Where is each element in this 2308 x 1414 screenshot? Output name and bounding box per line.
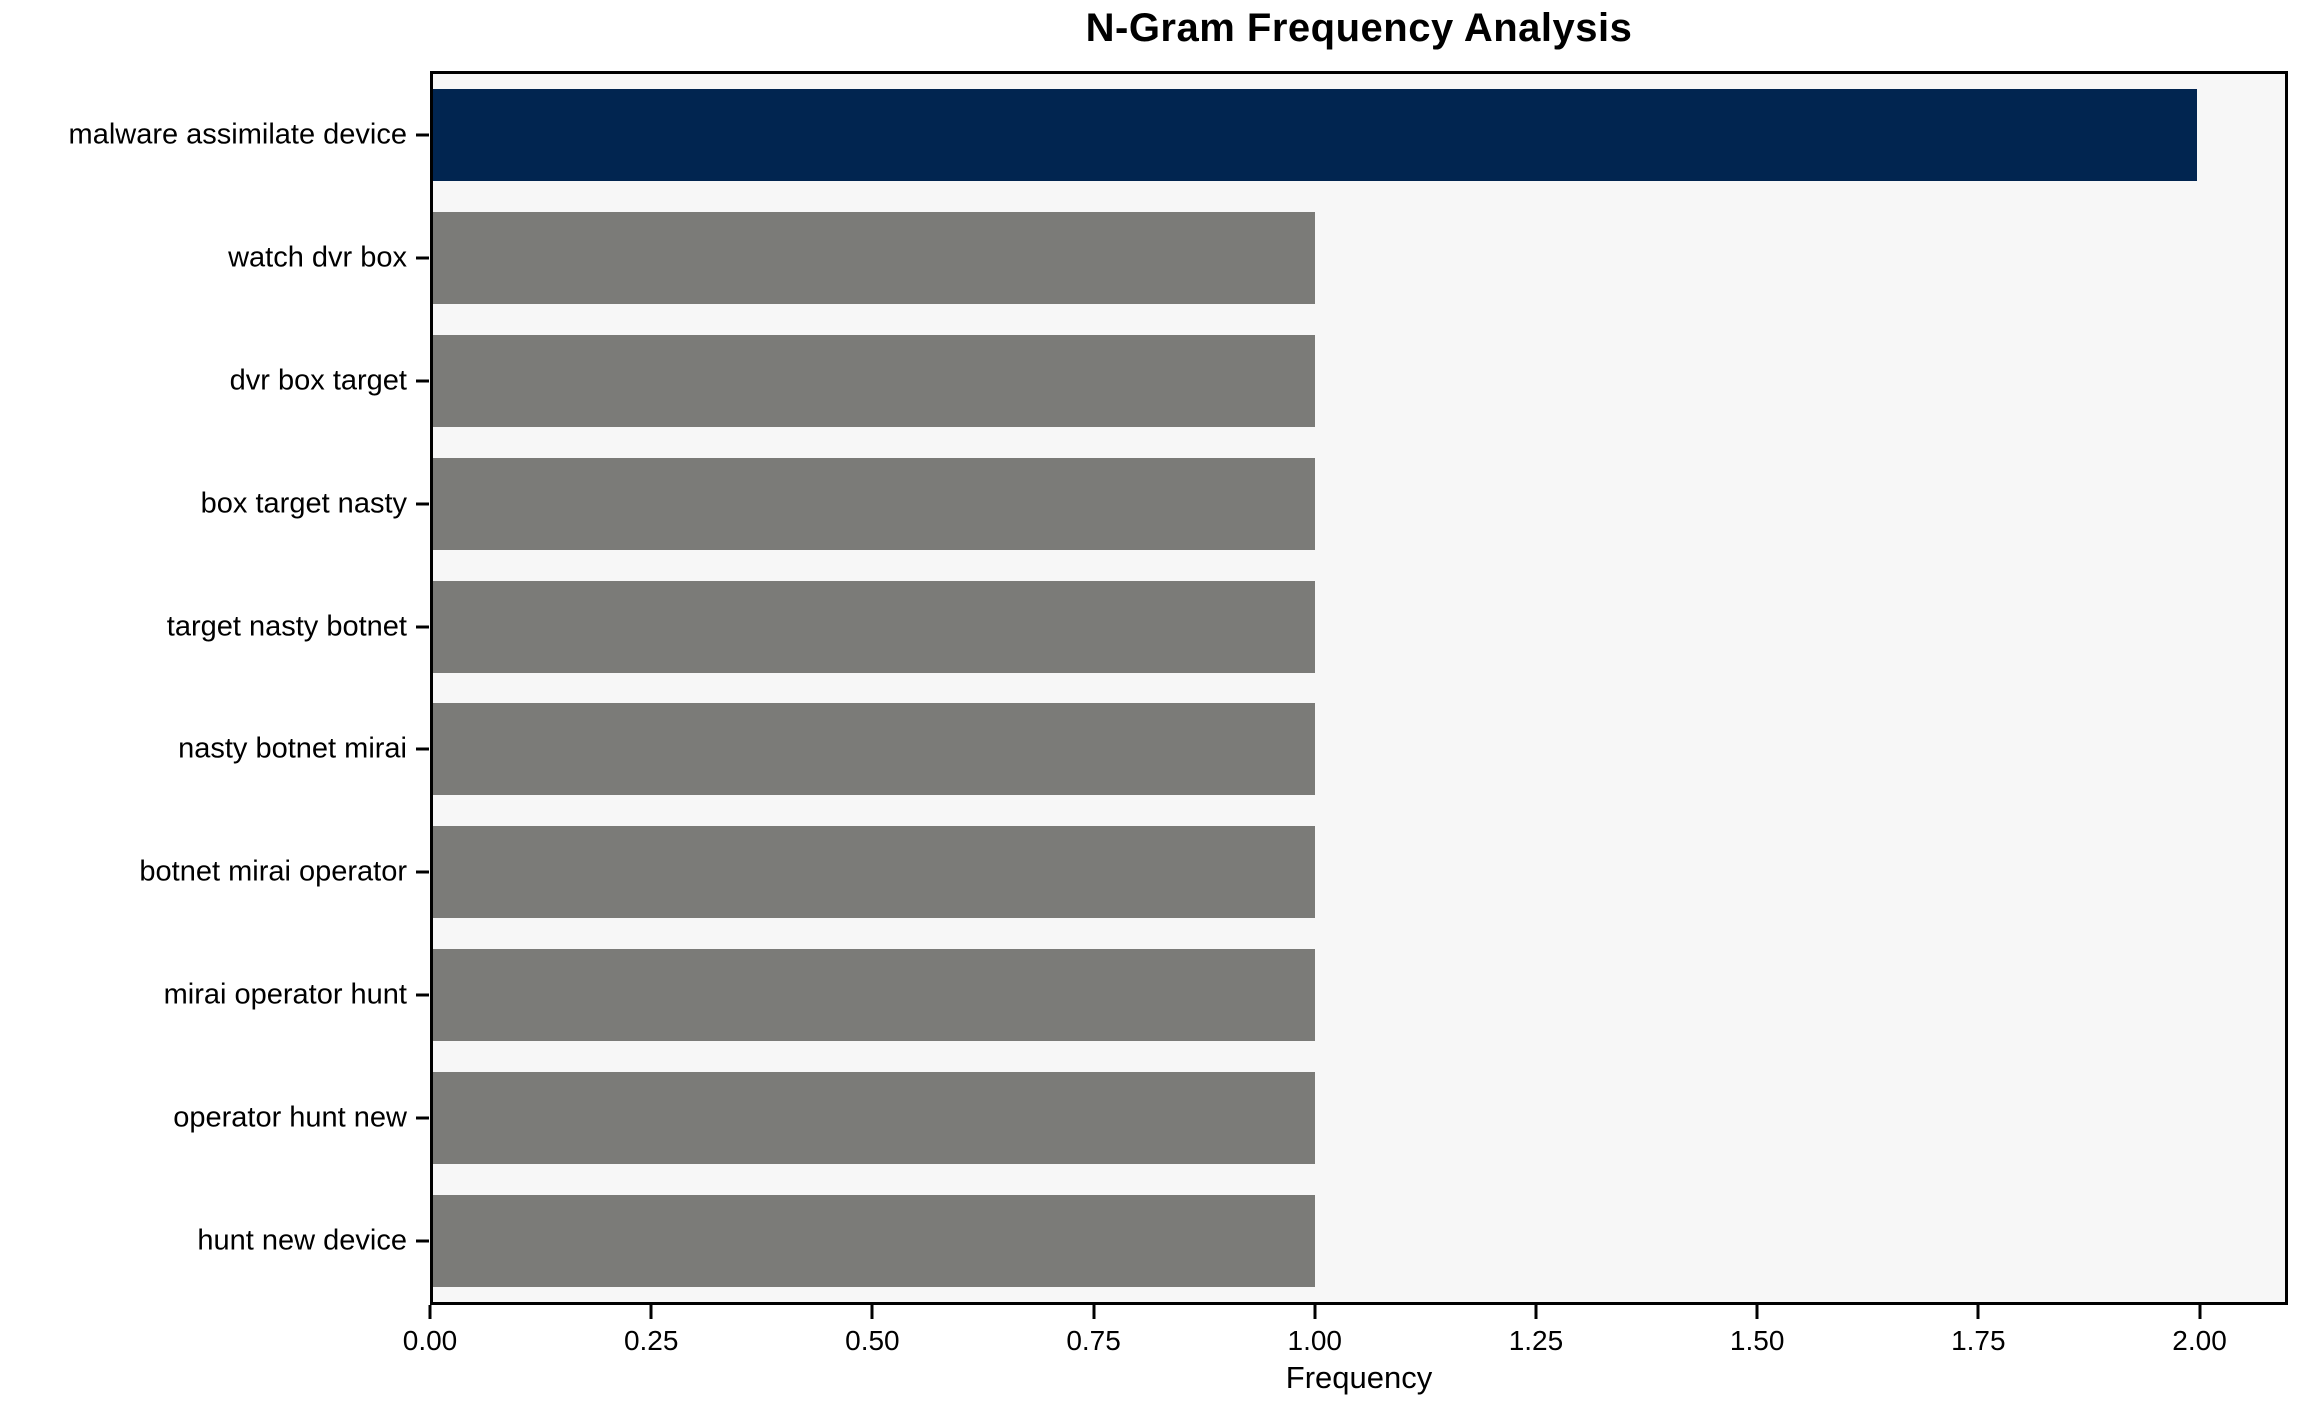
y-tick-label: box target nasty — [200, 487, 407, 520]
y-tick-mark — [416, 379, 429, 383]
y-tick-label: dvr box target — [229, 364, 407, 397]
x-tick-mark — [870, 1305, 874, 1319]
x-tick-label: 0.75 — [1066, 1325, 1121, 1356]
bar-row: watch dvr box — [228, 197, 2285, 320]
bar-row: malware assimilate device — [69, 74, 2285, 197]
bar — [433, 1071, 1315, 1164]
x-tick-label: 1.25 — [1508, 1325, 1564, 1356]
bar-row: botnet mirai operator — [139, 811, 2285, 934]
bar-row: target nasty botnet — [167, 565, 2285, 688]
y-tick-label: watch dvr box — [228, 241, 407, 274]
x-tick-label: 1.50 — [1729, 1325, 1785, 1356]
x-tick-mark — [1976, 1305, 1980, 1319]
y-tick-label: malware assimilate device — [68, 118, 407, 151]
bar — [433, 826, 1315, 919]
plot-area: malware assimilate device watch dvr box dv… — [69, 71, 2288, 1305]
x-tick-label: 1.00 — [1287, 1325, 1343, 1356]
x-tick-mark — [1755, 1305, 1759, 1319]
x-tick-mark — [1092, 1305, 1096, 1319]
bar — [433, 948, 1315, 1042]
x-tick-mark — [1534, 1305, 1538, 1319]
y-tick-label: hunt new device — [197, 1224, 407, 1257]
bar — [433, 334, 1315, 428]
x-axis: 0.00 0.25 0.50 0.75 1.00 1.25 1.50 1.75 2.00 — [403, 1305, 2288, 1375]
chart-title: N-Gram Frequency Analysis — [1085, 6, 1633, 50]
bar-row: dvr box target — [230, 320, 2285, 443]
bar — [433, 1194, 1315, 1287]
bar — [433, 457, 1315, 550]
y-tick-mark — [416, 133, 429, 137]
y-tick-mark — [416, 1239, 429, 1243]
y-tick-label: operator hunt new — [173, 1101, 407, 1134]
bar — [433, 580, 1315, 673]
x-tick-label: 1.75 — [1951, 1325, 2006, 1356]
y-tick-mark — [416, 993, 429, 997]
bar — [433, 212, 1315, 305]
x-tick-mark — [2198, 1305, 2202, 1319]
bar-row: operator hunt new — [173, 1056, 2285, 1179]
bar — [433, 703, 1315, 796]
bar-row: nasty botnet mirai — [178, 688, 2285, 811]
bar-row: hunt new device — [197, 1179, 2285, 1302]
y-tick-label: target nasty botnet — [166, 610, 407, 643]
bar-row: box target nasty — [201, 442, 2285, 565]
x-tick-label: 0.50 — [845, 1325, 900, 1356]
bar-row: mirai operator hunt — [164, 934, 2285, 1057]
y-tick-mark — [416, 747, 429, 751]
y-tick-label: nasty botnet mirai — [178, 732, 407, 765]
x-tick-mark — [428, 1305, 432, 1319]
x-tick-label: 2.00 — [2172, 1325, 2227, 1356]
x-tick-label: 0.25 — [623, 1325, 679, 1356]
y-tick-mark — [416, 1116, 429, 1120]
y-tick-mark — [416, 870, 429, 874]
y-tick-label: botnet mirai operator — [139, 855, 407, 888]
y-tick-mark — [416, 625, 429, 629]
x-tick-label: 0.00 — [402, 1325, 458, 1356]
x-tick-mark — [1313, 1305, 1317, 1319]
x-axis-label: Frequency — [1285, 1360, 1433, 1395]
y-tick-label: mirai operator hunt — [163, 978, 407, 1011]
x-tick-mark — [649, 1305, 653, 1319]
bar — [433, 89, 2197, 182]
y-tick-mark — [416, 502, 429, 506]
y-tick-mark — [416, 256, 429, 260]
